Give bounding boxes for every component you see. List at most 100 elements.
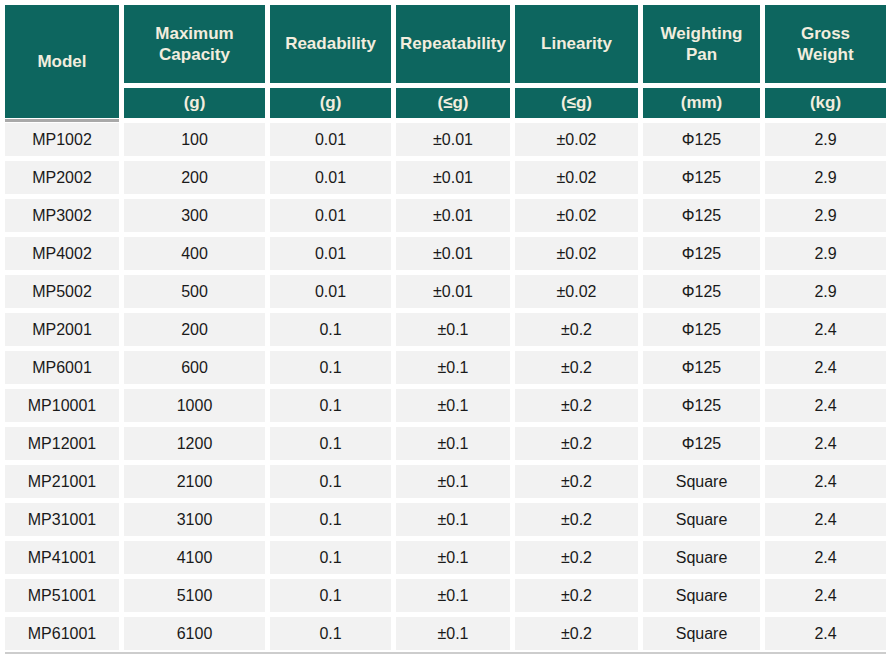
table-row: MP1000110000.1±0.1±0.2Φ1252.4: [5, 389, 886, 422]
table-cell: Square: [643, 465, 760, 498]
table-cell: ±0.1: [396, 541, 510, 574]
table-cell: 600: [124, 351, 265, 384]
specification-page: Model Maximum Capacity Readability Repea…: [0, 0, 891, 658]
table-cell: 2.9: [765, 199, 886, 232]
table-cell: ±0.02: [515, 275, 638, 308]
table-row: MP4100141000.1±0.1±0.2Square2.4: [5, 541, 886, 574]
header-row: Model Maximum Capacity Readability Repea…: [5, 5, 886, 83]
table-cell: ±0.1: [396, 351, 510, 384]
table-cell: 2.4: [765, 389, 886, 422]
unit-readability: (g): [270, 88, 391, 118]
table-cell: ±0.2: [515, 579, 638, 612]
table-cell: Φ125: [643, 389, 760, 422]
table-cell: 2.9: [765, 237, 886, 270]
column-header-maximum-capacity: Maximum Capacity: [124, 5, 265, 83]
table-cell: 2.4: [765, 427, 886, 460]
table-cell: MP51001: [5, 579, 119, 612]
table-cell: Φ125: [643, 237, 760, 270]
table-cell: MP61001: [5, 617, 119, 650]
table-row: MP20022000.01±0.01±0.02Φ1252.9: [5, 161, 886, 194]
table-cell: Φ125: [643, 351, 760, 384]
table-cell: 0.1: [270, 503, 391, 536]
spec-table: Model Maximum Capacity Readability Repea…: [0, 0, 891, 655]
table-cell: 5100: [124, 579, 265, 612]
table-cell: 2.4: [765, 313, 886, 346]
unit-gross-weight: (kg): [765, 88, 886, 118]
table-row: MP50025000.01±0.01±0.02Φ1252.9: [5, 275, 886, 308]
table-cell: ±0.1: [396, 313, 510, 346]
table-cell: 0.01: [270, 123, 391, 156]
table-row: MP60016000.1±0.1±0.2Φ1252.4: [5, 351, 886, 384]
table-cell: ±0.1: [396, 389, 510, 422]
table-cell: Φ125: [643, 313, 760, 346]
table-cell: 2.4: [765, 579, 886, 612]
table-cell: Square: [643, 579, 760, 612]
table-cell: ±0.01: [396, 199, 510, 232]
column-header-linearity: Linearity: [515, 5, 638, 83]
table-cell: MP5002: [5, 275, 119, 308]
table-cell: MP21001: [5, 465, 119, 498]
table-cell: MP12001: [5, 427, 119, 460]
table-cell: Square: [643, 541, 760, 574]
table-cell: 0.1: [270, 427, 391, 460]
table-cell: MP3002: [5, 199, 119, 232]
table-cell: 0.1: [270, 351, 391, 384]
unit-weighting-pan: (mm): [643, 88, 760, 118]
table-cell: ±0.2: [515, 541, 638, 574]
table-cell: ±0.1: [396, 503, 510, 536]
table-cell: ±0.1: [396, 427, 510, 460]
table-cell: 2.4: [765, 465, 886, 498]
table-row: MP3100131000.1±0.1±0.2Square2.4: [5, 503, 886, 536]
column-header-weighting-pan: Weighting Pan: [643, 5, 760, 83]
table-cell: ±0.02: [515, 123, 638, 156]
table-cell: 0.01: [270, 161, 391, 194]
table-bottom-border: [5, 652, 886, 654]
column-header-model: Model: [5, 5, 119, 118]
table-cell: 4100: [124, 541, 265, 574]
column-header-repeatability: Repeatability: [396, 5, 510, 83]
table-cell: MP4002: [5, 237, 119, 270]
table-row: MP40024000.01±0.01±0.02Φ1252.9: [5, 237, 886, 270]
table-cell: MP2002: [5, 161, 119, 194]
table-cell: Square: [643, 617, 760, 650]
table-cell: 0.01: [270, 199, 391, 232]
table-cell: ±0.01: [396, 275, 510, 308]
table-cell: 2.9: [765, 275, 886, 308]
table-cell: 2.4: [765, 541, 886, 574]
unit-linearity: (≤g): [515, 88, 638, 118]
table-cell: 2.4: [765, 617, 886, 650]
table-row: MP20012000.1±0.1±0.2Φ1252.4: [5, 313, 886, 346]
column-header-gross-weight-label: Gross Weight: [778, 23, 873, 66]
table-cell: ±0.02: [515, 199, 638, 232]
unit-row: (g) (g) (≤g) (≤g) (mm) (kg): [5, 88, 886, 118]
table-cell: ±0.02: [515, 237, 638, 270]
table-cell: 2.9: [765, 161, 886, 194]
column-header-weighting-pan-label: Weighting Pan: [654, 23, 749, 66]
unit-repeatability: (≤g): [396, 88, 510, 118]
column-header-readability: Readability: [270, 5, 391, 83]
table-cell: 300: [124, 199, 265, 232]
table-cell: 400: [124, 237, 265, 270]
table-cell: 0.01: [270, 237, 391, 270]
table-cell: 500: [124, 275, 265, 308]
table-cell: 0.1: [270, 579, 391, 612]
table-cell: Square: [643, 503, 760, 536]
table-cell: 0.1: [270, 617, 391, 650]
table-row: MP30023000.01±0.01±0.02Φ1252.9: [5, 199, 886, 232]
table-cell: ±0.2: [515, 427, 638, 460]
table-cell: 0.1: [270, 541, 391, 574]
table-cell: MP6001: [5, 351, 119, 384]
table-cell: Φ125: [643, 199, 760, 232]
table-cell: ±0.2: [515, 465, 638, 498]
table-cell: ±0.1: [396, 617, 510, 650]
table-row: MP2100121000.1±0.1±0.2Square2.4: [5, 465, 886, 498]
table-header: Model Maximum Capacity Readability Repea…: [5, 5, 886, 118]
table-cell: ±0.2: [515, 351, 638, 384]
table-cell: 0.1: [270, 313, 391, 346]
table-cell: 200: [124, 313, 265, 346]
unit-maximum-capacity: (g): [124, 88, 265, 118]
table-cell: MP10001: [5, 389, 119, 422]
table-cell: Φ125: [643, 161, 760, 194]
table-cell: ±0.2: [515, 617, 638, 650]
table-cell: Φ125: [643, 123, 760, 156]
